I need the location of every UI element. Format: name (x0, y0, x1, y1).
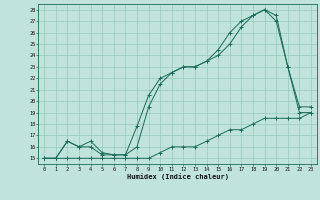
X-axis label: Humidex (Indice chaleur): Humidex (Indice chaleur) (127, 173, 228, 180)
